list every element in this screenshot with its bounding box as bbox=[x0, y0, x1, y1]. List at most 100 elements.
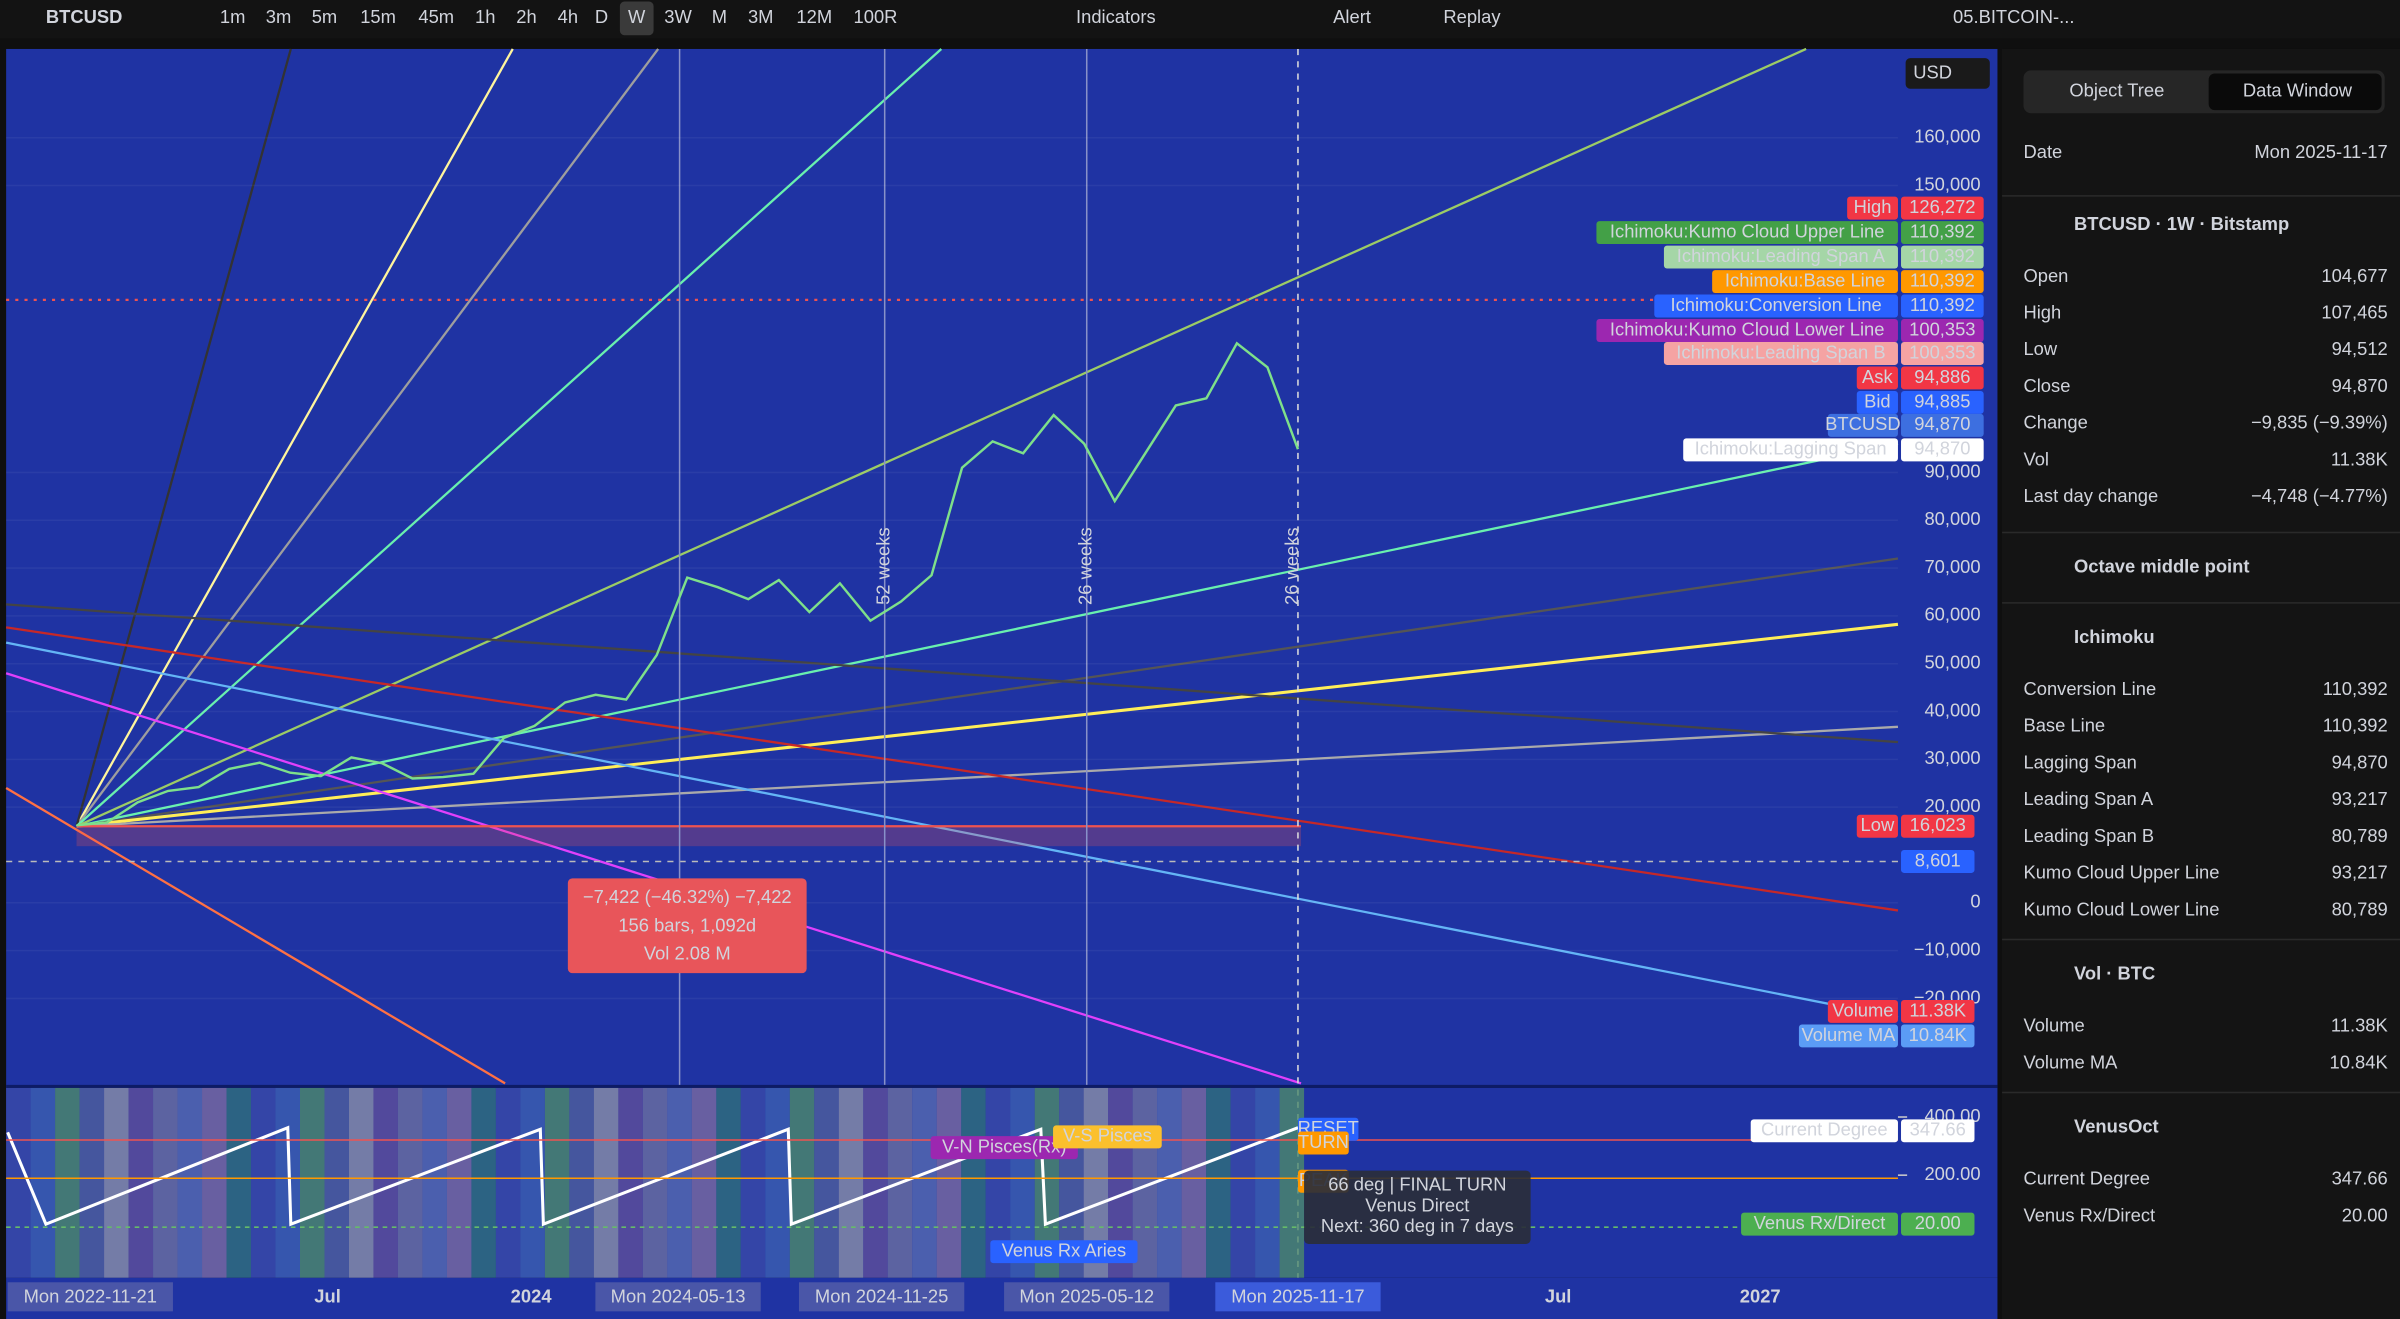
dw-label: Volume bbox=[2023, 1015, 2084, 1036]
dw-value: 94,870 bbox=[2332, 751, 2388, 772]
price-tick-label: 80,000 bbox=[1924, 508, 1980, 529]
stripe bbox=[691, 1087, 717, 1278]
price-label-value: 16,023 bbox=[1910, 814, 1966, 835]
currency: USD bbox=[1913, 61, 1952, 82]
stripe bbox=[422, 1087, 447, 1278]
interval[interactable]: 1m bbox=[220, 6, 246, 27]
price-label-name: Ask bbox=[1862, 366, 1893, 387]
price-label-name-box bbox=[1712, 270, 1898, 294]
stripe bbox=[79, 1087, 105, 1278]
cycle-line bbox=[6, 1125, 1299, 1227]
price-label-value-box bbox=[1901, 390, 1984, 414]
price-label-value-box bbox=[1901, 814, 1975, 838]
stripe bbox=[569, 1087, 594, 1278]
interval[interactable]: 1h bbox=[475, 6, 495, 27]
dw-label: Close bbox=[2023, 375, 2070, 396]
dw-label: Venus Rx/Direct bbox=[2023, 1204, 2155, 1225]
interval[interactable]: 3W bbox=[664, 6, 692, 27]
dw-value: 110,392 bbox=[2323, 715, 2388, 736]
pane-tag: V-S Pisces bbox=[1063, 1125, 1152, 1146]
toolbar-button[interactable]: Replay bbox=[1443, 6, 1501, 27]
price-label-name: Ichimoku:Conversion Line bbox=[1670, 294, 1881, 315]
dw-symbol: BTCUSD · 1W · Bitstamp bbox=[2074, 213, 2289, 234]
stripe bbox=[740, 1087, 766, 1278]
interval[interactable]: D bbox=[595, 6, 608, 27]
dw-label: Leading Span A bbox=[2023, 788, 2153, 809]
pane-tick-label: 200.00 bbox=[1924, 1163, 1980, 1184]
stripe bbox=[348, 1087, 374, 1278]
price-tick-label: 40,000 bbox=[1924, 699, 1980, 720]
stripe bbox=[30, 1087, 56, 1278]
stripe bbox=[765, 1087, 790, 1278]
measure-range bbox=[76, 826, 1302, 847]
interval[interactable]: 3m bbox=[266, 6, 292, 27]
price-label-value-box bbox=[1901, 438, 1984, 462]
dw-value: 110,392 bbox=[2323, 678, 2388, 699]
dw-label: Conversion Line bbox=[2023, 678, 2156, 699]
stripe bbox=[1255, 1087, 1280, 1278]
stripe bbox=[1230, 1087, 1256, 1278]
toolbar-button[interactable]: Indicators bbox=[1076, 6, 1156, 27]
interval[interactable]: 5m bbox=[312, 6, 338, 27]
interval[interactable]: 100R bbox=[854, 6, 898, 27]
tab[interactable]: Object Tree bbox=[2069, 80, 2164, 101]
stripe bbox=[618, 1087, 643, 1278]
price-label-name-box bbox=[1596, 221, 1898, 245]
tab[interactable]: Data Window bbox=[2243, 80, 2353, 101]
toolbar-button[interactable]: 05.BITCOIN-... bbox=[1953, 6, 2074, 27]
price-tick-label: 160,000 bbox=[1914, 126, 1980, 147]
dw-value: 11.38K bbox=[2331, 1015, 2389, 1036]
interval[interactable]: 4h bbox=[558, 6, 578, 27]
price-label-value-box bbox=[1901, 999, 1975, 1023]
price-label-value-box bbox=[1901, 1119, 1975, 1143]
stripe bbox=[1206, 1087, 1231, 1278]
dw-value: 94,512 bbox=[2332, 338, 2388, 359]
price-label-value: 100,353 bbox=[1909, 318, 1975, 339]
info-box bbox=[1304, 1170, 1531, 1245]
price-label-name-box bbox=[1827, 413, 1898, 437]
stripe bbox=[251, 1087, 276, 1278]
dw-value: 80,789 bbox=[2332, 898, 2388, 919]
time-label-box bbox=[595, 1282, 761, 1312]
dw-value: Mon 2025-11-17 bbox=[2254, 141, 2387, 162]
price-line bbox=[76, 341, 1300, 827]
fan-line bbox=[76, 47, 1807, 828]
stripe bbox=[324, 1087, 349, 1278]
dw-label: Lagging Span bbox=[2023, 751, 2136, 772]
interval[interactable]: M bbox=[712, 6, 727, 27]
pane-tag-box bbox=[930, 1136, 1078, 1160]
price-label-name-box bbox=[1827, 999, 1898, 1023]
interval[interactable]: 45m bbox=[418, 6, 454, 27]
price-label-value: 8,601 bbox=[1915, 849, 1961, 870]
stripe bbox=[275, 1087, 300, 1278]
price-tick-label: 70,000 bbox=[1924, 556, 1980, 577]
interval-active bbox=[619, 1, 654, 36]
stripe bbox=[55, 1087, 80, 1278]
price-label-name-box bbox=[1683, 438, 1898, 462]
stripe bbox=[471, 1087, 496, 1278]
measure-text: Vol 2.08 M bbox=[644, 943, 731, 964]
pane-tag: TURN bbox=[1298, 1131, 1349, 1152]
time-label: Mon 2022-11-21 bbox=[24, 1285, 157, 1306]
dw-label: Current Degree bbox=[2023, 1168, 2150, 1189]
interval[interactable]: 2h bbox=[516, 6, 536, 27]
dw-value: 107,465 bbox=[2321, 302, 2387, 323]
interval[interactable]: 15m bbox=[360, 6, 396, 27]
dw-value: −9,835 (−9.39%) bbox=[2251, 412, 2388, 433]
dw-value: 93,217 bbox=[2332, 788, 2388, 809]
stripe bbox=[667, 1087, 692, 1278]
price-label-value: 110,392 bbox=[1910, 269, 1975, 290]
price-label-value: 126,272 bbox=[1909, 196, 1975, 217]
interval[interactable]: W bbox=[628, 6, 646, 27]
toolbar-button[interactable]: Alert bbox=[1333, 6, 1371, 27]
interval[interactable]: 12M bbox=[796, 6, 832, 27]
interval[interactable]: 3M bbox=[748, 6, 774, 27]
dw-label: Last day change bbox=[2023, 485, 2158, 506]
price-tick-label: 0 bbox=[1970, 891, 1980, 912]
price-label-name: Ichimoku:Kumo Cloud Lower Line bbox=[1610, 318, 1885, 339]
price-tick-label: 20,000 bbox=[1924, 795, 1980, 816]
stripe bbox=[863, 1087, 888, 1278]
price-tick-label: 30,000 bbox=[1924, 747, 1980, 768]
